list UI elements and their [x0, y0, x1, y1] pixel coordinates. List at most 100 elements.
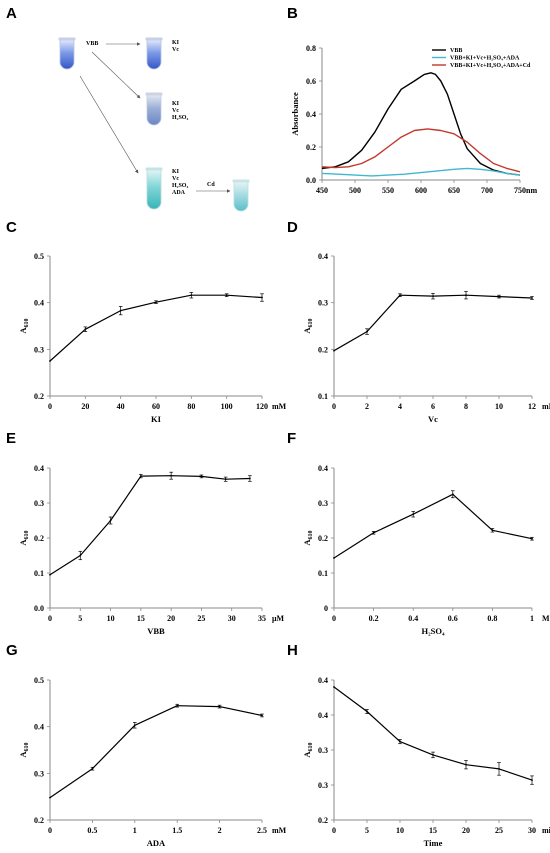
y-tick-label: 0.6 — [306, 77, 316, 86]
x-tick-label: 35 — [258, 614, 266, 623]
x-tick-label: 2.5 — [257, 826, 267, 835]
data-point — [109, 519, 112, 522]
x-tick-label: 0 — [48, 826, 52, 835]
x-tick-label: 0.6 — [448, 614, 458, 623]
data-point — [366, 710, 368, 713]
x-tick-label: 5 — [78, 614, 82, 623]
x-unit-label: mM — [272, 402, 287, 411]
data-point — [224, 478, 227, 481]
y-tick-label: 0.3 — [318, 781, 328, 790]
x-tick-label: 8 — [464, 402, 468, 411]
panel-label-d: D — [287, 219, 298, 236]
source-tube-label: VBB — [86, 41, 98, 47]
y-tick-label: 0 — [324, 604, 328, 613]
y-axis-label: A610 — [302, 530, 314, 545]
x-tick-label: 600 — [415, 186, 427, 195]
x-tick-label: 550 — [382, 186, 394, 195]
x-tick-label: 12 — [528, 402, 536, 411]
data-point — [170, 474, 173, 477]
data-point — [412, 513, 415, 516]
x-axis-label: KI — [151, 414, 162, 424]
x-tick-label: 0 — [332, 826, 336, 835]
y-tick-label: 0.3 — [318, 499, 328, 508]
data-point — [399, 294, 401, 297]
x-axis-label: H₂SO₄ — [421, 626, 444, 636]
x-tick-label: 2 — [365, 402, 369, 411]
data-point — [261, 296, 263, 299]
data-point — [200, 475, 203, 478]
data-point — [133, 724, 136, 727]
data-point — [531, 297, 533, 299]
y-tick-label: 0.5 — [34, 252, 44, 261]
x-unit-label: min — [542, 826, 550, 835]
panel-label-h: H — [287, 642, 298, 659]
data-point — [176, 704, 179, 707]
x-tick-label: 0.2 — [369, 614, 379, 623]
y-tick-label: 0.2 — [318, 345, 328, 354]
y-tick-label: 0.4 — [318, 252, 328, 261]
panel-label-c: C — [6, 219, 17, 236]
series-line-3 — [321, 128, 521, 173]
legend: VBB VBB+KI+Vc+H₂SO₄+ADAVBB+KI+Vc+H₂SO₄+AD… — [432, 48, 531, 69]
data-point — [333, 557, 335, 559]
x-unit-label: μM — [272, 614, 285, 623]
data-point — [225, 294, 228, 297]
panel-label-b: B — [287, 5, 298, 22]
y-tick-label: 0.3 — [318, 746, 328, 755]
x-tick-label: 0.4 — [408, 614, 418, 623]
y-tick-label: 0.1 — [318, 392, 328, 401]
y-tick-label: 0.1 — [34, 569, 44, 578]
y-axis-label: A610 — [18, 530, 30, 545]
x-tick-label: 60 — [152, 402, 160, 411]
x-unit-label: mM — [272, 826, 287, 835]
x-tick-label: 1 — [133, 826, 137, 835]
data-point — [333, 686, 335, 688]
data-point — [465, 294, 467, 297]
legend-entry: VBB+KI+Vc+H₂SO₄+ADA — [450, 56, 520, 62]
x-tick-label: 20 — [167, 614, 175, 623]
x-tick-label: 20 — [81, 402, 89, 411]
x-tick-label: 20 — [462, 826, 470, 835]
y-tick-label: 0.8 — [306, 44, 316, 53]
data-point — [451, 493, 454, 496]
chart-d: 0 2 4 6 8 10 12 mM Vc 0.1 0.2 0.3 0.4 A610 — [302, 252, 550, 424]
x-tick-label: 100 — [221, 402, 233, 411]
arrow-to-tube-2 — [91, 51, 141, 99]
data-point — [91, 767, 94, 770]
y-tick-label: 0.4 — [306, 110, 316, 119]
data-point — [49, 360, 51, 362]
chart-h: 0 5 10 15 20 25 30 min Time 0.2 0.3 0.4 0.3 0.4 A610 — [302, 676, 550, 848]
data-point — [248, 477, 251, 480]
data-point — [372, 531, 375, 534]
data-point — [155, 301, 157, 304]
x-tick-label: 6 — [431, 402, 435, 411]
y-tick-label: 0.2 — [306, 143, 316, 152]
y-tick-label: 0.3 — [34, 499, 44, 508]
data-point — [49, 573, 51, 576]
y-axis-label: A610 — [302, 318, 314, 333]
tube-2-label: KI Vc H₂SO₄ — [172, 101, 188, 121]
y-tick-label: 0.4 — [34, 299, 44, 308]
x-tick-label: 30 — [228, 614, 236, 623]
y-tick-label: 0.2 — [34, 816, 44, 825]
y-tick-label: 0.4 — [318, 711, 328, 720]
x-tick-label: 750 — [514, 186, 526, 195]
x-tick-label: 0 — [48, 402, 52, 411]
data-point — [79, 554, 82, 557]
x-tick-label: 0 — [332, 614, 336, 623]
y-tick-label: 0.0 — [306, 176, 316, 185]
x-tick-label: 80 — [187, 402, 195, 411]
panel-label-g: G — [6, 642, 18, 659]
data-point — [261, 714, 263, 717]
legend-entry: VBB — [450, 48, 462, 54]
arrow-to-tube-3 — [79, 75, 139, 174]
data-point — [465, 763, 467, 766]
x-tick-label: 0 — [48, 614, 52, 623]
y-tick-label: 0.0 — [34, 604, 44, 613]
data-point — [49, 796, 51, 799]
y-tick-label: 0.2 — [34, 534, 44, 543]
data-line — [333, 493, 533, 559]
y-axis-label: Absorbance — [290, 92, 300, 136]
y-tick-label: 0.3 — [318, 299, 328, 308]
x-tick-label: 1.5 — [172, 826, 182, 835]
